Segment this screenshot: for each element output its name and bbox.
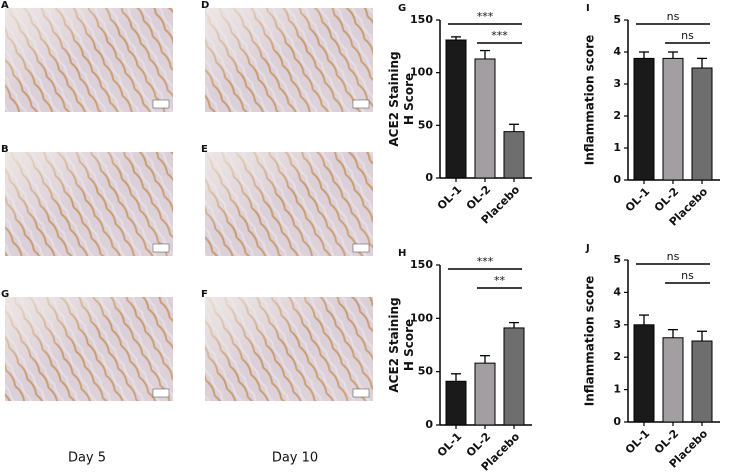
significance-label: ns <box>681 269 694 282</box>
y-tick-label: 5 <box>613 13 621 26</box>
scale-bar <box>152 388 170 398</box>
x-tick-label: OL-1 <box>435 183 464 212</box>
y-tick-label: 50 <box>418 365 434 378</box>
y-axis-label: H Score <box>402 319 416 371</box>
bar <box>662 337 684 423</box>
bar <box>445 39 467 179</box>
y-tick-label: 3 <box>613 77 621 90</box>
significance-label: *** <box>477 10 494 23</box>
panel-label: F <box>201 289 208 300</box>
panel-label: H <box>398 248 406 259</box>
y-tick-label: 150 <box>410 13 433 26</box>
bar <box>474 58 496 179</box>
y-tick-label: 0 <box>425 418 433 431</box>
bar <box>503 327 525 426</box>
y-axis-label: Inflammation score <box>583 35 597 165</box>
panel-label: J <box>585 243 590 254</box>
y-tick-label: 5 <box>613 253 621 266</box>
significance-label: ns <box>667 250 680 263</box>
panel-label: D <box>201 0 209 11</box>
y-tick-label: 100 <box>410 66 433 79</box>
micrograph-fade <box>5 152 173 256</box>
y-tick-label: 150 <box>410 258 433 271</box>
x-tick-label: OL-1 <box>623 185 652 214</box>
significance-label: ns <box>681 29 694 42</box>
panel-label: B <box>1 144 9 155</box>
micrograph-fade <box>205 8 373 112</box>
significance-label: ** <box>494 274 506 287</box>
y-tick-label: 100 <box>410 311 433 324</box>
y-tick-label: 1 <box>613 141 621 154</box>
y-axis-label: H Score <box>402 73 416 125</box>
bar <box>633 324 655 423</box>
panel-label: A <box>1 0 9 11</box>
x-tick-label: OL-1 <box>623 427 652 456</box>
micrograph-fade <box>5 297 173 401</box>
scale-bar <box>352 388 370 398</box>
y-tick-label: 3 <box>613 318 621 331</box>
column-caption: Day 10 <box>272 451 318 466</box>
y-tick-label: 2 <box>613 350 621 363</box>
bar <box>503 131 525 179</box>
bar <box>474 362 496 426</box>
y-tick-label: 4 <box>613 45 621 58</box>
y-axis-label: ACE2 Staining <box>387 297 401 392</box>
y-tick-label: 0 <box>613 415 621 428</box>
scale-bar <box>152 99 170 109</box>
micrograph-fade <box>5 8 173 112</box>
y-tick-label: 0 <box>613 173 621 186</box>
y-tick-label: 2 <box>613 109 621 122</box>
panel-label: E <box>201 144 208 155</box>
bar <box>691 340 713 423</box>
significance-label: ns <box>667 10 680 23</box>
y-tick-label: 1 <box>613 383 621 396</box>
bar <box>633 57 655 181</box>
significance-label: *** <box>491 29 508 42</box>
y-tick-label: 50 <box>418 118 434 131</box>
bar <box>662 57 684 181</box>
x-tick-label: OL-1 <box>435 430 464 459</box>
column-caption: Day 5 <box>68 451 106 466</box>
bar <box>445 380 467 426</box>
y-axis-label: Inflammation score <box>583 276 597 406</box>
significance-label: *** <box>477 255 494 268</box>
panel-label: G <box>1 289 9 300</box>
y-tick-label: 4 <box>613 285 621 298</box>
panel-label: I <box>586 3 590 14</box>
y-tick-label: 0 <box>425 171 433 184</box>
scale-bar <box>152 243 170 253</box>
micrograph-fade <box>205 297 373 401</box>
scale-bar <box>352 99 370 109</box>
bar <box>691 67 713 181</box>
scale-bar <box>352 243 370 253</box>
panel-label: G <box>398 3 406 14</box>
micrograph-fade <box>205 152 373 256</box>
y-axis-label: ACE2 Staining <box>387 51 401 146</box>
